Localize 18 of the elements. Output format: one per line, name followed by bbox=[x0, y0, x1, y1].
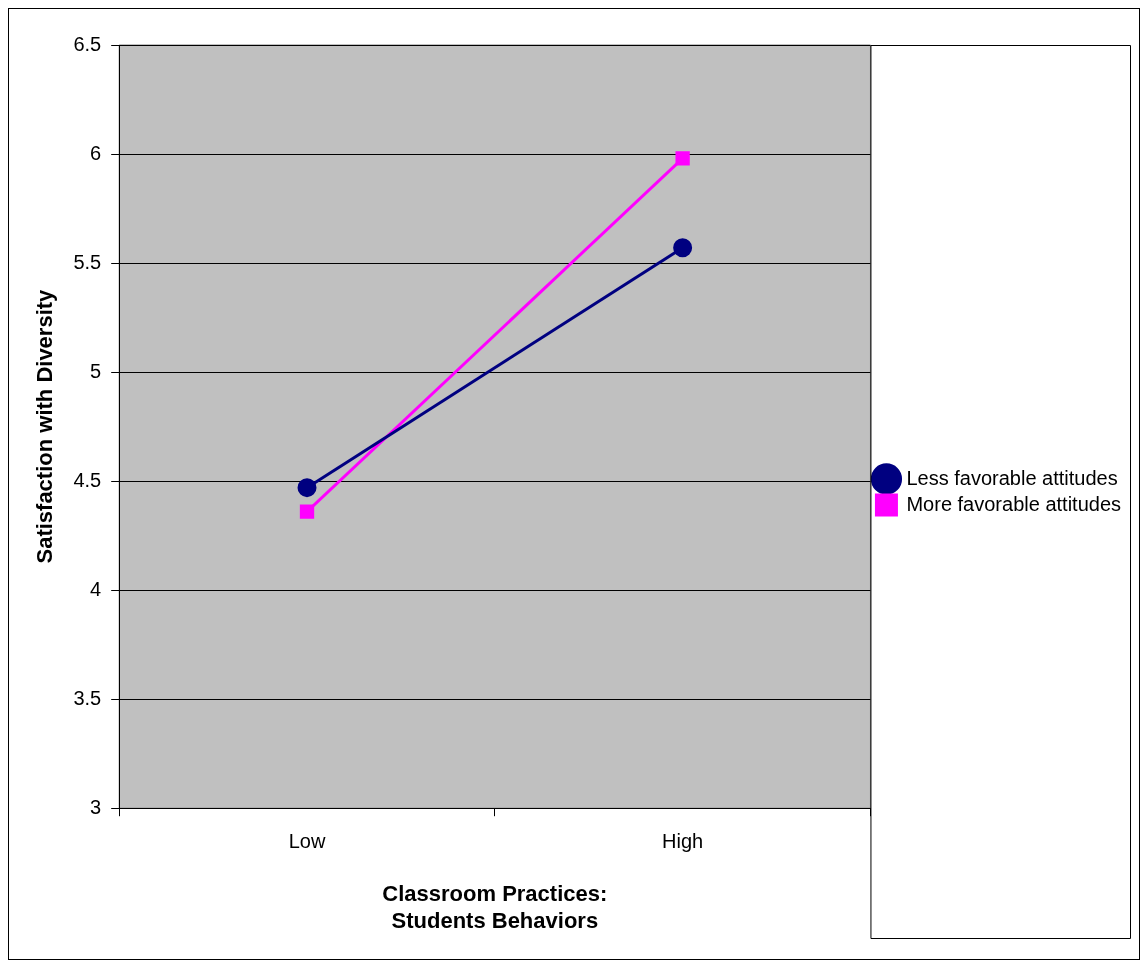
x-axis-title: Classroom Practices: Students Behaviors bbox=[382, 881, 608, 933]
y-tick-label: 5 bbox=[90, 359, 102, 382]
y-tick-label: 6 bbox=[90, 141, 102, 164]
y-tick-label: 4 bbox=[90, 577, 102, 600]
y-tick-label: 3.5 bbox=[73, 686, 102, 709]
point bbox=[299, 504, 315, 519]
point bbox=[675, 151, 690, 166]
y-tick-label: 4.5 bbox=[73, 468, 102, 491]
point bbox=[673, 238, 693, 258]
y-axis-title: Satisfaction with Diversity bbox=[32, 288, 58, 564]
legend-label: More favorable attitudes bbox=[906, 492, 1121, 515]
y-tick-label: 3 bbox=[90, 795, 102, 818]
point bbox=[297, 478, 317, 498]
y-tick-label: 6.5 bbox=[73, 32, 102, 55]
x-tick-label: Low bbox=[288, 829, 326, 852]
y-tick-label: 5.5 bbox=[73, 250, 102, 273]
x-tick-label: High bbox=[662, 829, 704, 852]
legend-label: Less favorable attitudes bbox=[906, 466, 1118, 489]
